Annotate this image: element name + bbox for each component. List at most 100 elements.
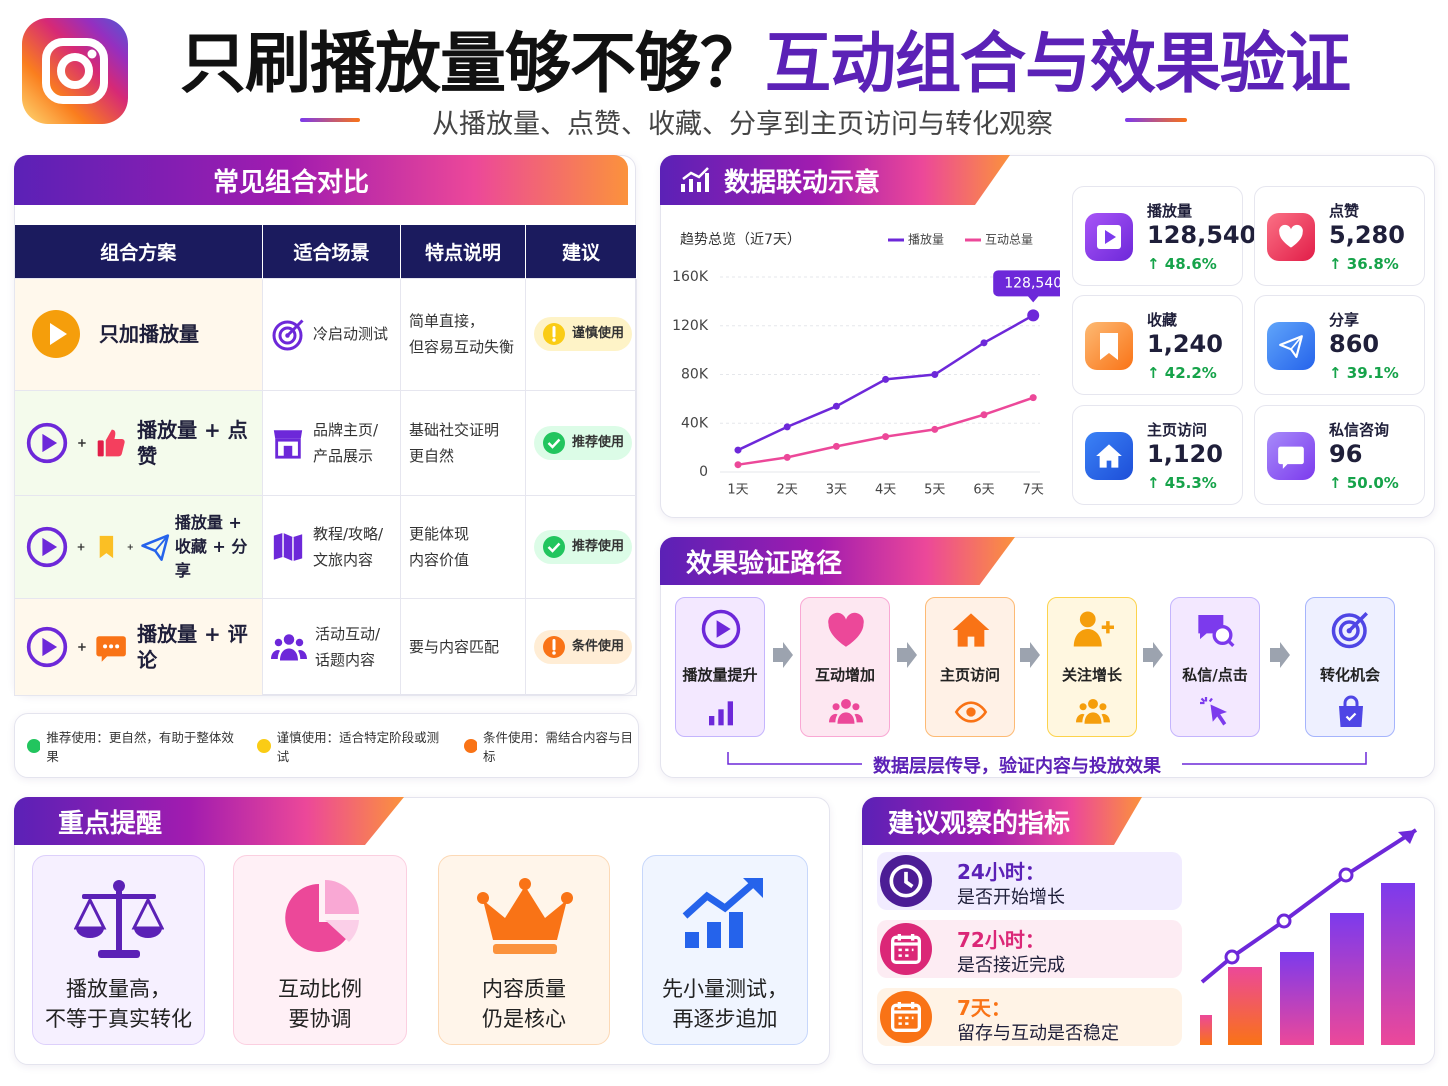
metric-change: ↑ 50.0%: [1329, 474, 1399, 492]
icon-glyph: [1096, 444, 1122, 468]
advice: 谨慎使用: [572, 326, 625, 341]
feature-line: 内容价值: [409, 550, 470, 569]
path-step: 互动增加: [800, 597, 890, 737]
icon-glyph: [1278, 446, 1304, 469]
label-pointer: [1027, 295, 1040, 303]
x-tick-label: 5天: [924, 483, 945, 498]
legend-label: 互动总量: [985, 233, 1033, 247]
metric-card: 点赞 5,280 ↑ 36.8%: [1254, 186, 1425, 286]
feature-line: 但容易互动失衡: [409, 338, 515, 356]
metric-icon: [1267, 432, 1315, 480]
y-tick-label: 160K: [672, 269, 709, 285]
y-tick-label: 40K: [681, 415, 709, 431]
icon: [542, 431, 566, 455]
metric-card: 分享 860 ↑ 39.1%: [1254, 295, 1425, 395]
scene-line: 品牌主页/: [313, 420, 379, 439]
x-tick-label: 6天: [973, 483, 994, 498]
metric-value: 128,540: [1147, 221, 1257, 249]
icon: [542, 635, 566, 659]
chart-subtitle: 趋势总览（近7天）: [680, 232, 801, 248]
icon: [477, 878, 573, 954]
path-caption: 数据层层传导，验证内容与投放效果: [873, 756, 1161, 777]
x-tick-label: 7天: [1023, 483, 1044, 498]
card-line: 内容质量: [482, 977, 566, 1001]
metric-value: 96: [1329, 440, 1363, 468]
cell: 播放量 + 点赞: [14, 389, 263, 496]
indicator-item: 7天： 留存与互动是否稳定: [877, 988, 1182, 1046]
metric-label: 私信咨询: [1329, 421, 1390, 439]
icon-glyph: [1097, 225, 1121, 249]
cell: 推荐使用: [525, 494, 637, 599]
scheme: 播放量 + 评论: [25, 621, 254, 673]
scene-text: 品牌主页/产品展示: [313, 417, 378, 469]
scheme-text: 只加播放量: [99, 322, 199, 346]
indicator-desc: 是否接近完成: [957, 955, 1065, 976]
section-title: 效果验证路径: [686, 548, 843, 579]
icon: [73, 637, 91, 657]
cell: 简单直接， 但容易互动失衡: [400, 277, 526, 391]
scheme-text: 播放量 + 评论: [137, 621, 248, 672]
data-point: [882, 375, 890, 383]
title-part: 只刷播放量够不够？: [180, 25, 766, 102]
icon: [271, 629, 307, 665]
cell: 品牌主页/产品展示: [262, 389, 401, 496]
y-tick-label: 120K: [672, 318, 709, 334]
step-label: 私信/点击: [1182, 666, 1248, 684]
icon: [542, 322, 566, 346]
legend-text: 谨慎使用：适合特定阶段或测试: [276, 729, 440, 764]
comparison-table: 组合方案 适合场景 特点说明 建议 只加播放量 冷启动测试 简单直接， 但容易互动失衡 …: [14, 225, 637, 696]
metric-change: ↑ 45.3%: [1147, 474, 1217, 492]
icon: [271, 316, 307, 352]
card-line: 先小量测试，: [662, 977, 788, 1001]
card-line: 不等于真实转化: [45, 1007, 192, 1031]
section-banner: 常见组合对比: [14, 155, 628, 205]
legend-item: 推荐使用：更自然，有助于整体效果: [27, 727, 237, 765]
section-banner: 建议观察的指标: [862, 797, 1142, 845]
scene-text: 教程/攻略/文旅内容: [313, 521, 383, 573]
title-part: 互动组合与效果验证: [765, 25, 1351, 102]
metric-card: 播放量 128,540 ↑ 48.6%: [1072, 186, 1256, 286]
scheme-text: 播放量 + 点赞: [137, 417, 248, 468]
legend-item: 条件使用：需结合内容与目标: [463, 727, 638, 765]
reminder-card: 互动比例 要协调: [233, 855, 407, 1045]
indicator-time: 7天：: [957, 996, 1011, 1020]
legend-text: 推荐使用：更自然，有助于整体效果: [46, 729, 234, 764]
path-step: 关注增长: [1047, 597, 1137, 737]
column-header: 适合场景: [262, 225, 401, 278]
data-point: [1027, 309, 1040, 322]
path-step: 转化机会: [1305, 597, 1395, 737]
cell: 教程/攻略/文旅内容: [262, 494, 401, 599]
cell: 更能体现 内容价值: [400, 494, 526, 599]
x-tick-label: 2天: [777, 483, 798, 498]
section-title: 建议观察的指标: [888, 808, 1071, 839]
metric-card: 收藏 1,240 ↑ 42.2%: [1072, 295, 1243, 395]
advice: 推荐使用: [572, 434, 625, 450]
indicator-item: 72小时： 是否接近完成: [877, 920, 1182, 978]
card-line: 播放量高，: [66, 977, 171, 1001]
data-point: [931, 371, 939, 378]
metric-value: 860: [1329, 330, 1380, 358]
metric-icon: [1085, 322, 1133, 370]
indicator-time: 72小时：: [957, 928, 1045, 952]
data-point: [734, 446, 742, 454]
scheme-line: 播放量 +: [174, 512, 242, 532]
step-label: 播放量提升: [682, 666, 758, 684]
step-label: 互动增加: [814, 666, 875, 684]
icon: [73, 538, 89, 556]
path-step: 播放量提升: [675, 597, 765, 737]
data-point: [832, 442, 840, 450]
section-title: 常见组合对比: [212, 167, 369, 198]
scene-text: 活动互动/话题内容: [315, 621, 380, 673]
growth-illustration: [1200, 828, 1418, 1045]
card-line: 互动比例: [278, 977, 362, 1001]
icon: [681, 167, 709, 192]
metric-icon: [1085, 432, 1133, 480]
reminder-card: 内容质量 仍是核心: [438, 855, 610, 1045]
logo-glyph: [42, 38, 108, 104]
cell: 播放量 + 评论: [14, 597, 263, 696]
icon-glyph: [1279, 224, 1303, 248]
icon: [271, 426, 305, 460]
scheme-text: 播放量 + 收藏 + 分享: [175, 511, 254, 583]
table-row: 播放量 + 收藏 + 分享 教程/攻略/文旅内容 更能体现 内容价值 推荐使用: [14, 494, 637, 599]
icon: [542, 535, 566, 559]
